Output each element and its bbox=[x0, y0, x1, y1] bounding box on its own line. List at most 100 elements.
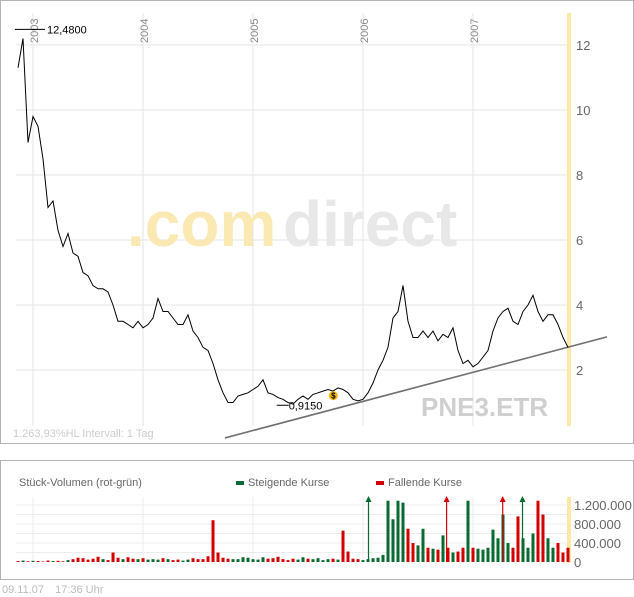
volume-bar bbox=[386, 500, 390, 562]
volume-bar bbox=[121, 559, 125, 562]
volume-bar bbox=[451, 552, 455, 562]
volume-bar bbox=[336, 559, 340, 562]
volume-bar bbox=[426, 547, 430, 562]
volume-y-tick-label: 0 bbox=[574, 555, 581, 570]
volume-bar bbox=[251, 559, 255, 562]
volume-peak-arrow-icon bbox=[365, 496, 372, 502]
year-tick-label: 2003 bbox=[29, 19, 41, 43]
volume-bar bbox=[456, 551, 460, 562]
volume-bar bbox=[326, 559, 330, 562]
volume-bar bbox=[66, 560, 70, 562]
volume-bar bbox=[491, 529, 495, 562]
price-y-tick-label: 6 bbox=[576, 233, 583, 248]
price-y-tick-label: 10 bbox=[576, 103, 590, 118]
price-line bbox=[17, 38, 569, 405]
volume-bar bbox=[161, 558, 165, 562]
volume-bar bbox=[301, 557, 305, 562]
volume-bar bbox=[131, 558, 135, 562]
symbol-label: PNE3.ETR bbox=[421, 392, 548, 422]
volume-bar bbox=[31, 560, 35, 562]
volume-bar bbox=[106, 560, 110, 562]
volume-bar bbox=[351, 558, 355, 562]
volume-bar bbox=[441, 535, 445, 562]
volume-bar bbox=[101, 559, 105, 562]
footer-date: 09.11.07 bbox=[2, 584, 45, 596]
price-y-tick-label: 8 bbox=[576, 168, 583, 183]
volume-bar bbox=[401, 502, 405, 562]
volume-bar bbox=[446, 547, 450, 562]
volume-bar bbox=[186, 559, 190, 562]
volume-bar bbox=[256, 559, 260, 562]
volume-bar bbox=[196, 559, 200, 562]
volume-chart: Stück-Volumen (rot-grün) Steigende Kurse… bbox=[16, 477, 632, 570]
volume-bar bbox=[486, 547, 490, 562]
volume-bar bbox=[276, 556, 280, 562]
legend-up-label: Steigende Kurse bbox=[248, 477, 329, 489]
volume-bar bbox=[236, 559, 240, 562]
volume-bar bbox=[271, 558, 275, 562]
price-y-tick-label: 4 bbox=[576, 298, 583, 313]
volume-bar bbox=[156, 559, 160, 562]
legend-down-swatch bbox=[376, 481, 384, 485]
volume-bar bbox=[406, 528, 410, 562]
footer-time: 17:36 Uhr bbox=[55, 584, 104, 596]
volume-bar bbox=[346, 551, 350, 562]
volume-bar bbox=[431, 548, 435, 562]
volume-bar bbox=[226, 558, 230, 562]
volume-bar bbox=[36, 561, 40, 562]
price-chart: .com direct 2003 2004 2005 2006 2007 2 4 6 8 10 1… bbox=[13, 13, 608, 440]
volume-bar bbox=[141, 558, 145, 562]
year-tick-label: 2004 bbox=[139, 19, 151, 43]
volume-bar bbox=[166, 559, 170, 562]
year-tick-label: 2007 bbox=[469, 19, 481, 43]
volume-bar bbox=[171, 560, 175, 562]
volume-bar bbox=[436, 549, 440, 562]
volume-bar bbox=[146, 559, 150, 562]
volume-bar bbox=[261, 557, 265, 562]
volume-title: Stück-Volumen (rot-grün) bbox=[19, 477, 142, 489]
volume-bar bbox=[281, 559, 285, 562]
volume-bar bbox=[211, 520, 215, 562]
volume-bar bbox=[16, 561, 20, 562]
volume-bar bbox=[246, 557, 250, 562]
year-tick-label: 2005 bbox=[249, 19, 261, 43]
volume-bar bbox=[321, 560, 325, 562]
volume-bar bbox=[546, 538, 550, 562]
volume-bar bbox=[56, 560, 60, 562]
volume-bar bbox=[471, 547, 475, 562]
volume-bar bbox=[126, 557, 130, 562]
volume-bar bbox=[526, 547, 530, 562]
volume-bar bbox=[26, 561, 30, 562]
volume-bar bbox=[51, 561, 55, 562]
volume-bar bbox=[71, 559, 75, 562]
volume-bar bbox=[306, 558, 310, 562]
volume-bar bbox=[466, 500, 470, 562]
volume-bar bbox=[81, 558, 85, 562]
volume-peak-arrow-icon bbox=[443, 496, 450, 502]
footer-timestamp: 09.11.07 17:36 Uhr bbox=[2, 584, 103, 596]
volume-peak-arrow-icon bbox=[499, 496, 506, 502]
volume-bar bbox=[341, 530, 345, 562]
volume-bar bbox=[551, 547, 555, 562]
volume-bar bbox=[411, 543, 415, 562]
volume-y-tick-label: 400.000 bbox=[574, 536, 621, 551]
volume-bar bbox=[286, 560, 290, 562]
dividend-icon[interactable] bbox=[328, 391, 338, 401]
volume-bar bbox=[506, 543, 510, 562]
legend-down-label: Fallende Kurse bbox=[388, 477, 462, 489]
volume-bar bbox=[191, 558, 195, 562]
volume-bar bbox=[111, 552, 115, 562]
volume-bar bbox=[296, 559, 300, 562]
volume-bar bbox=[511, 547, 515, 562]
volume-bar bbox=[311, 559, 315, 562]
volume-bar bbox=[331, 558, 335, 562]
volume-bar bbox=[176, 559, 180, 562]
volume-bar bbox=[556, 543, 560, 562]
volume-bar bbox=[231, 559, 235, 562]
volume-bar bbox=[566, 547, 570, 562]
volume-bar bbox=[266, 558, 270, 562]
volume-bar bbox=[201, 559, 205, 562]
dividend-marker[interactable]: $ bbox=[328, 391, 338, 401]
volume-bar bbox=[371, 558, 375, 562]
watermark-com: .com bbox=[127, 188, 276, 260]
